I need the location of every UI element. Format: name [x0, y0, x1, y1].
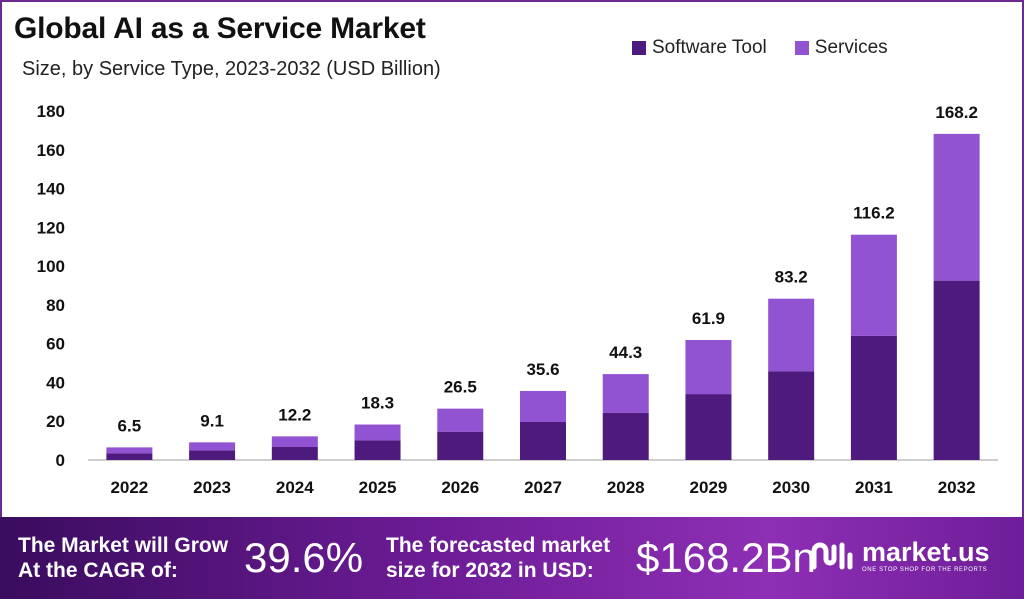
bar-services: [106, 447, 153, 454]
x-tick-label: 2029: [690, 478, 728, 497]
x-tick-label: 2032: [938, 478, 976, 497]
brand-tagline: ONE STOP SHOP FOR THE REPORTS: [862, 566, 988, 573]
cagr-label-line2: At the CAGR of:: [18, 559, 178, 582]
cagr-value: 39.6%: [244, 534, 364, 581]
forecast-value: $168.2Bn: [636, 534, 816, 581]
legend-item-services: Services: [794, 37, 888, 59]
x-tick-label: 2028: [607, 478, 645, 497]
bar-services: [768, 298, 815, 372]
bar-software-tool: [106, 453, 153, 460]
bar-services: [850, 234, 897, 336]
data-label-total: 26.5: [444, 378, 477, 397]
legend-item-software-tool: Software Tool: [632, 37, 767, 59]
bar-services: [685, 339, 732, 395]
bar-services: [437, 408, 484, 432]
data-label-total: 18.3: [361, 394, 394, 413]
legend: Software Tool Services: [632, 37, 916, 59]
legend-label-software-tool: Software Tool: [652, 37, 767, 58]
y-tick-label: 100: [37, 257, 65, 276]
bar-services: [602, 374, 649, 413]
data-label-total: 61.9: [692, 309, 725, 328]
x-tick-label: 2022: [110, 478, 148, 497]
bar-software-tool: [520, 421, 566, 460]
x-tick-label: 2024: [276, 478, 314, 497]
data-label-total: 35.6: [526, 360, 559, 379]
forecast-label-line2: size for 2032 in USD:: [386, 559, 594, 582]
bar-software-tool: [850, 335, 897, 460]
data-label-total: 116.2: [853, 204, 895, 223]
x-tick-label: 2031: [855, 478, 893, 497]
y-tick-label: 80: [46, 296, 65, 315]
bar-software-tool: [685, 394, 732, 460]
bar-chart: 0 20 40 60 80 100 120 140 160 180 6.5 2022 9.1 2023 12…: [37, 102, 998, 497]
brand-text: market.us ONE STOP SHOP FOR THE REPORTS: [862, 538, 990, 573]
bar-software-tool: [271, 447, 318, 460]
bar-services: [354, 424, 401, 441]
legend-label-services: Services: [814, 37, 888, 58]
bar-services: [933, 133, 980, 281]
y-tick-label: 120: [37, 218, 65, 237]
data-label-total: 44.3: [609, 343, 642, 362]
bar-services: [520, 390, 566, 422]
footer-banner: The Market will Grow At the CAGR of: 39.…: [0, 517, 1024, 599]
brand-logo: market.us ONE STOP SHOP FOR THE REPORTS: [810, 537, 990, 573]
y-tick-label: 160: [37, 141, 65, 160]
x-tick-label: 2023: [193, 478, 231, 497]
y-tick-label: 60: [46, 335, 65, 354]
bar-software-tool: [602, 412, 649, 460]
x-tick-label: 2030: [772, 478, 810, 497]
data-label-total: 168.2: [935, 103, 978, 122]
bar-software-tool: [189, 450, 236, 460]
bar-software-tool: [768, 371, 815, 460]
x-tick-label: 2027: [524, 478, 562, 497]
data-label-total: 9.1: [200, 411, 224, 430]
data-label-total: 12.2: [278, 405, 311, 424]
y-tick-label: 140: [37, 180, 65, 199]
bar-software-tool: [437, 431, 484, 460]
chart-subtitle: Size, by Service Type, 2023-2032 (USD Bi…: [22, 58, 441, 80]
brand-name: market.us: [862, 536, 990, 567]
market-us-logo-icon: [811, 542, 853, 570]
bar-software-tool: [354, 440, 401, 460]
data-label-total: 83.2: [775, 268, 808, 287]
y-tick-label: 180: [37, 102, 65, 121]
chart-title: Global AI as a Service Market: [14, 12, 426, 45]
x-tick-label: 2026: [441, 478, 479, 497]
cagr-label: The Market will Grow At the CAGR of:: [18, 533, 228, 583]
forecast-label: The forecasted market size for 2032 in U…: [386, 533, 610, 583]
legend-swatch-services: [794, 41, 809, 55]
legend-swatch-software-tool: [632, 41, 646, 55]
y-tick-label: 20: [46, 412, 65, 431]
y-tick-label: 0: [56, 451, 65, 470]
x-tick-label: 2025: [359, 478, 397, 497]
bar-software-tool: [933, 280, 980, 460]
cagr-label-line1: The Market will Grow: [18, 534, 229, 557]
bar-services: [271, 436, 318, 448]
forecast-label-line1: The forecasted market: [386, 534, 611, 557]
y-tick-label: 40: [46, 373, 65, 392]
data-label-total: 6.5: [118, 416, 142, 435]
bar-services: [189, 442, 236, 451]
